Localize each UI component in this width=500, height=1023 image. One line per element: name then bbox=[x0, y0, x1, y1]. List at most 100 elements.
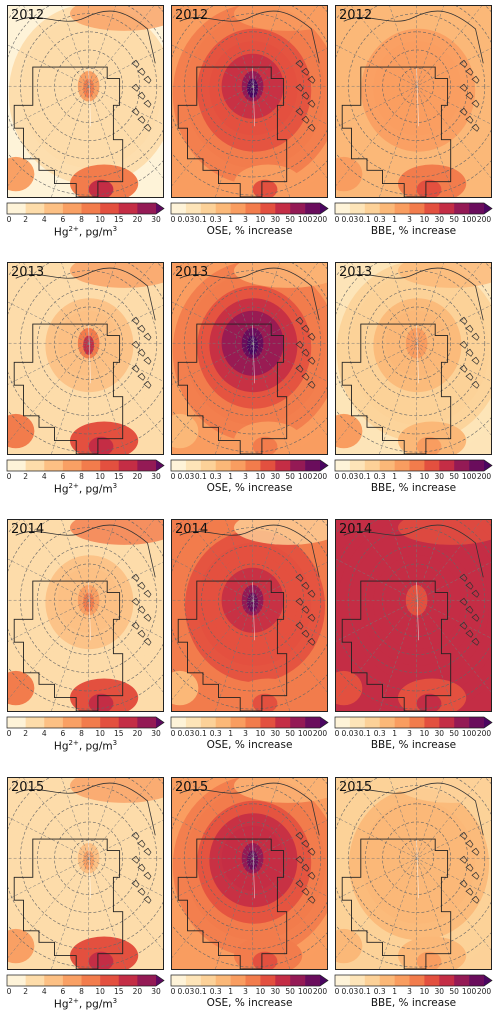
colorbar-tick-label: 30 bbox=[270, 472, 281, 481]
island bbox=[459, 621, 468, 630]
island bbox=[295, 107, 304, 116]
west-edge bbox=[172, 413, 199, 449]
colorbar-extend-arrow bbox=[320, 717, 328, 728]
colorbar-hg bbox=[6, 202, 165, 215]
grid-meridian bbox=[8, 561, 163, 642]
west-edge bbox=[172, 928, 199, 964]
colorbar-tick-label: 20 bbox=[132, 987, 143, 996]
map-ose: 2013 bbox=[171, 262, 328, 455]
colorbar-segment bbox=[394, 460, 410, 471]
colorbar-tick-label: 10 bbox=[95, 729, 105, 738]
colorbar-segment bbox=[469, 460, 485, 471]
west-edge bbox=[336, 670, 363, 706]
colorbar-outline bbox=[170, 716, 329, 729]
colorbar-segment bbox=[25, 975, 45, 986]
colorbar-segment bbox=[394, 203, 410, 214]
south-core bbox=[88, 693, 114, 711]
north-edge bbox=[234, 520, 327, 545]
colorbar-segment bbox=[171, 717, 187, 728]
colorbar-segment bbox=[230, 975, 246, 986]
colorbar-tick-label: 0.3 bbox=[209, 729, 222, 738]
colorbar-tick-label: 200 bbox=[476, 729, 492, 738]
colorbar-tick-label: 10 bbox=[95, 215, 105, 224]
colorbar-label: BBE, % increase bbox=[335, 482, 492, 494]
island bbox=[137, 67, 146, 76]
colorbar-segment bbox=[7, 975, 26, 986]
colorbar-tick-label: 30 bbox=[434, 987, 445, 996]
south-core bbox=[416, 693, 442, 711]
north-edge bbox=[70, 6, 163, 31]
coastline bbox=[343, 782, 484, 836]
island bbox=[471, 847, 480, 856]
colorbar-segment bbox=[44, 975, 64, 986]
colorbar-ticks: 0 0.03 0.1 0.3 1 3 10 30 50 100 200 bbox=[335, 472, 492, 482]
label-sup: 2+ bbox=[68, 997, 79, 1005]
colorbar-extend-arrow bbox=[484, 460, 492, 471]
colorbar-tick-label: 15 bbox=[113, 215, 124, 224]
colorbar-segment bbox=[454, 975, 470, 986]
island bbox=[143, 637, 152, 646]
colorbar-segment bbox=[364, 203, 380, 214]
colorbar-segment bbox=[275, 460, 291, 471]
colorbar-segment bbox=[409, 460, 425, 471]
colorbar-tick-label: 3 bbox=[243, 729, 248, 738]
island bbox=[465, 839, 474, 848]
colorbar-segment bbox=[185, 460, 202, 471]
colorbar-segment bbox=[409, 717, 425, 728]
colorbar-tick-label: 10 bbox=[419, 987, 430, 996]
colorbar-tick-label: 50 bbox=[285, 472, 295, 481]
colorbar-tick-label: 50 bbox=[285, 729, 295, 738]
island bbox=[137, 887, 146, 896]
island bbox=[465, 372, 474, 381]
grid-meridian bbox=[172, 304, 327, 385]
colorbar-segment bbox=[260, 203, 276, 214]
south-core bbox=[88, 436, 114, 454]
colorbar-segment bbox=[260, 975, 276, 986]
river bbox=[88, 325, 91, 384]
colorbar-tick-label: 0.1 bbox=[358, 987, 371, 996]
colorbar-segment bbox=[379, 460, 395, 471]
colorbar-tick-label: 50 bbox=[449, 729, 459, 738]
island bbox=[465, 605, 474, 614]
year-label: 2015 bbox=[11, 780, 45, 795]
colorbar-segment bbox=[424, 203, 440, 214]
island bbox=[465, 67, 474, 76]
colorbar-tick-label: 200 bbox=[312, 215, 328, 224]
coastline bbox=[15, 524, 156, 578]
domain-boundary bbox=[341, 66, 452, 197]
colorbar-extend-arrow bbox=[156, 975, 164, 986]
colorbar-segment bbox=[245, 975, 261, 986]
island bbox=[295, 597, 304, 606]
colorbar-tick-label: 4 bbox=[41, 729, 47, 738]
colorbar-tick-label: 100 bbox=[297, 729, 313, 738]
colorbar-segment bbox=[171, 975, 187, 986]
grid-meridian bbox=[172, 47, 327, 128]
colorbar-tick-label: 3 bbox=[243, 987, 248, 996]
colorbar-segment bbox=[171, 203, 187, 214]
colorbar-tick-label: 0.03 bbox=[177, 215, 195, 224]
colorbar-segment bbox=[230, 203, 246, 214]
label-rest: , pg/m bbox=[78, 740, 113, 753]
island bbox=[137, 839, 146, 848]
colorbar-segment bbox=[424, 460, 440, 471]
colorbar-tick-label: 200 bbox=[476, 472, 492, 481]
colorbar-outline bbox=[334, 716, 493, 729]
colorbar-segment bbox=[100, 975, 120, 986]
colorbar-segment bbox=[424, 717, 440, 728]
north-edge bbox=[234, 6, 327, 31]
island bbox=[137, 348, 146, 357]
island bbox=[459, 597, 468, 606]
colorbar-segment bbox=[469, 203, 485, 214]
domain-boundary bbox=[177, 838, 288, 969]
island bbox=[295, 621, 304, 630]
colorbar-extend-arrow bbox=[320, 975, 328, 986]
island bbox=[471, 380, 480, 389]
panel-hg-2013: 2013 0 2 4 6 8 10 15 20 30 Hg2+, pg/m3 bbox=[7, 262, 165, 501]
colorbar-label: OSE, % increase bbox=[171, 482, 328, 494]
island bbox=[131, 621, 140, 630]
colorbar-segment bbox=[137, 975, 157, 986]
year-label: 2012 bbox=[175, 8, 209, 23]
colorbar-tick-label: 0.3 bbox=[373, 729, 386, 738]
colorbar-tick-label: 100 bbox=[297, 215, 313, 224]
island bbox=[471, 75, 480, 84]
